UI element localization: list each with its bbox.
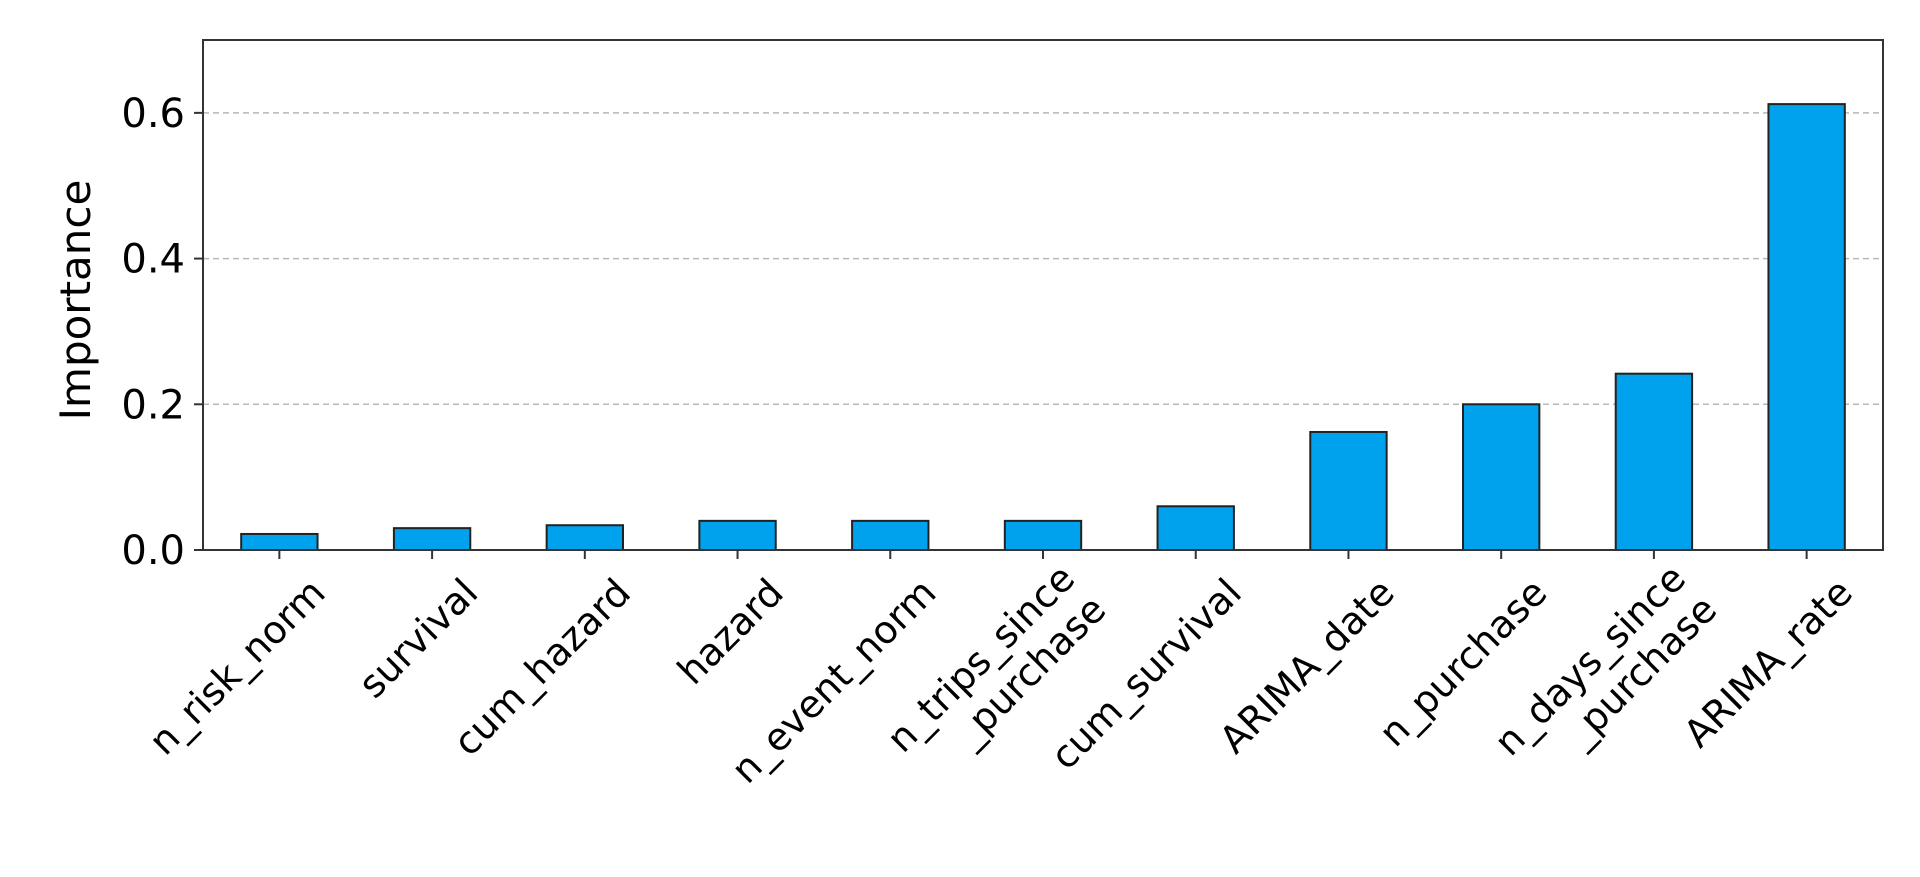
bar [1003, 519, 1083, 551]
bar [545, 524, 624, 552]
bar [1156, 505, 1235, 551]
bar [1614, 372, 1694, 551]
bar [1309, 430, 1388, 552]
y-tick-label: 0.0 [121, 528, 185, 574]
bar [240, 532, 319, 552]
x-tick-label: hazard [669, 570, 792, 693]
x-tick-label: n_risk_norm [140, 570, 333, 763]
bar [698, 519, 777, 551]
bar [1767, 103, 1846, 551]
y-tick-label: 0.4 [121, 237, 185, 283]
bar [392, 527, 472, 552]
y-tick-label: 0.6 [121, 91, 185, 137]
bar [851, 519, 930, 551]
bars [240, 103, 1846, 552]
x-tick-label: survival [350, 570, 486, 706]
y-axis-ticks: 0.0 0.2 0.4 0.6 [121, 91, 203, 574]
bar [1462, 403, 1541, 551]
y-axis-title: Importance [51, 180, 100, 421]
y-tick-label: 0.2 [121, 382, 185, 428]
grid-lines [203, 112, 1883, 406]
